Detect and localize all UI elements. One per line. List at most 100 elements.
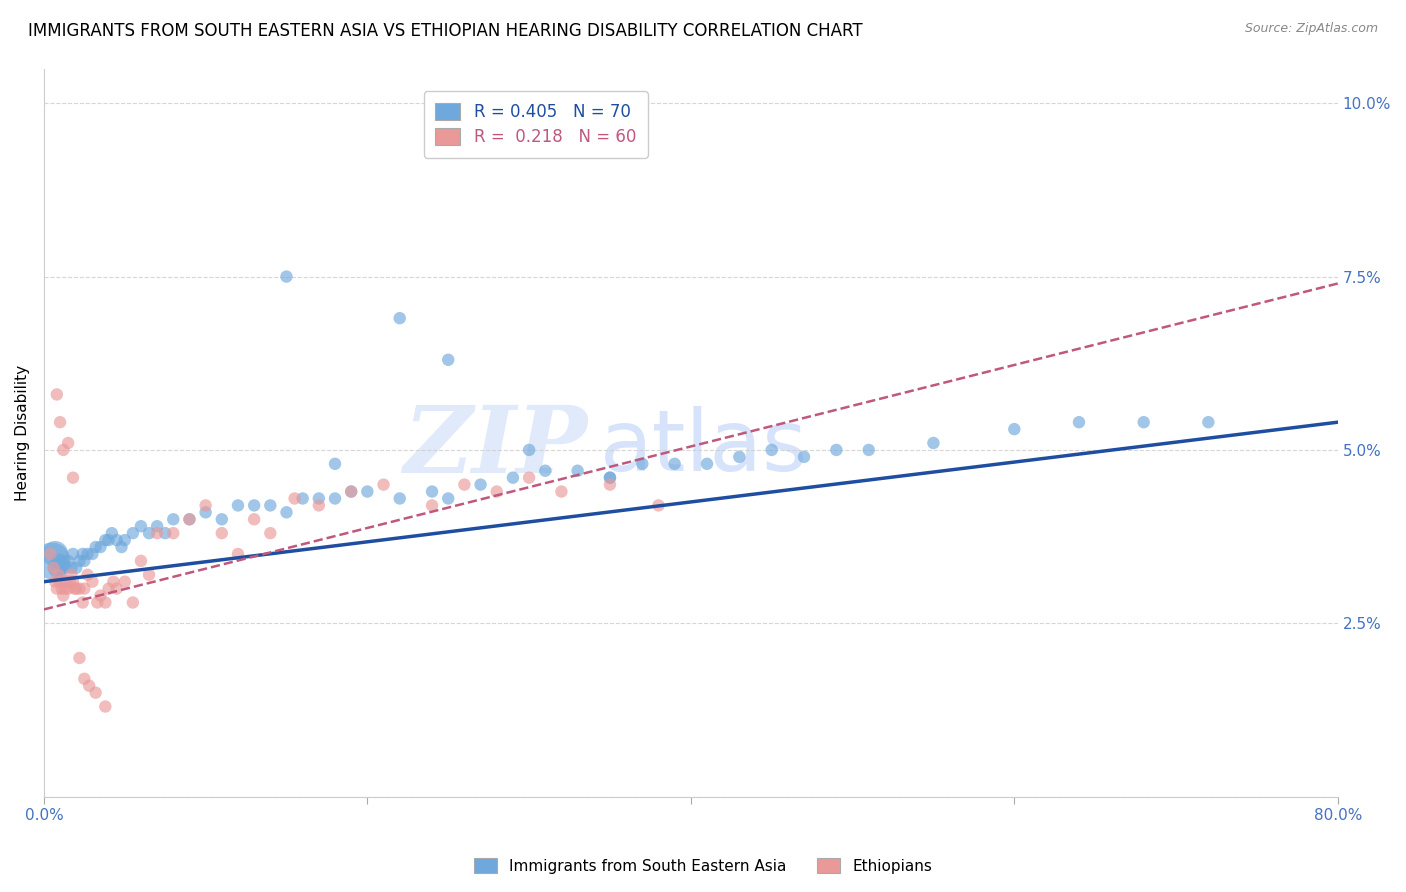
Point bbox=[276, 505, 298, 519]
Point bbox=[89, 540, 111, 554]
Point bbox=[284, 491, 307, 506]
Point bbox=[793, 450, 815, 464]
Point bbox=[323, 491, 346, 506]
Point bbox=[69, 554, 91, 568]
Point bbox=[194, 499, 217, 513]
Text: atlas: atlas bbox=[600, 406, 808, 489]
Point bbox=[52, 554, 75, 568]
Text: ZIP: ZIP bbox=[404, 402, 588, 492]
Point bbox=[1067, 415, 1090, 429]
Point bbox=[153, 526, 176, 541]
Point bbox=[97, 533, 120, 547]
Text: Source: ZipAtlas.com: Source: ZipAtlas.com bbox=[1244, 22, 1378, 36]
Point bbox=[101, 526, 124, 541]
Point bbox=[82, 574, 104, 589]
Point bbox=[45, 387, 67, 401]
Point bbox=[858, 442, 880, 457]
Point bbox=[453, 477, 475, 491]
Point bbox=[323, 457, 346, 471]
Point bbox=[420, 499, 443, 513]
Point bbox=[49, 567, 72, 582]
Point bbox=[60, 567, 83, 582]
Point bbox=[728, 450, 751, 464]
Point bbox=[567, 464, 589, 478]
Point bbox=[53, 582, 76, 596]
Point bbox=[388, 491, 411, 506]
Point bbox=[485, 484, 508, 499]
Point bbox=[51, 561, 73, 575]
Point bbox=[86, 595, 108, 609]
Point bbox=[59, 574, 82, 589]
Point bbox=[103, 574, 125, 589]
Point bbox=[470, 477, 492, 491]
Point bbox=[420, 484, 443, 499]
Point bbox=[138, 567, 160, 582]
Point bbox=[179, 512, 201, 526]
Point bbox=[97, 582, 120, 596]
Point bbox=[63, 582, 86, 596]
Point bbox=[146, 526, 169, 541]
Point bbox=[77, 679, 100, 693]
Point bbox=[56, 582, 79, 596]
Point bbox=[599, 471, 621, 485]
Point bbox=[94, 699, 117, 714]
Point bbox=[44, 574, 66, 589]
Point bbox=[41, 554, 63, 568]
Point bbox=[49, 415, 72, 429]
Point bbox=[89, 589, 111, 603]
Point bbox=[39, 547, 62, 561]
Point bbox=[517, 471, 540, 485]
Point bbox=[211, 512, 233, 526]
Point bbox=[631, 457, 654, 471]
Point bbox=[72, 595, 94, 609]
Point bbox=[1197, 415, 1219, 429]
Point bbox=[356, 484, 378, 499]
Point bbox=[56, 554, 79, 568]
Point bbox=[114, 574, 136, 589]
Point bbox=[65, 561, 87, 575]
Point bbox=[550, 484, 572, 499]
Point bbox=[226, 499, 249, 513]
Point bbox=[84, 686, 107, 700]
Point bbox=[243, 499, 266, 513]
Point bbox=[121, 526, 143, 541]
Point bbox=[664, 457, 686, 471]
Point bbox=[114, 533, 136, 547]
Point bbox=[53, 561, 76, 575]
Point bbox=[62, 547, 84, 561]
Point bbox=[761, 442, 783, 457]
Point bbox=[110, 540, 132, 554]
Point bbox=[65, 582, 87, 596]
Point bbox=[437, 491, 460, 506]
Point bbox=[259, 499, 281, 513]
Point bbox=[56, 436, 79, 450]
Point bbox=[129, 554, 152, 568]
Point bbox=[259, 526, 281, 541]
Point bbox=[105, 582, 128, 596]
Point bbox=[76, 567, 98, 582]
Point bbox=[51, 582, 73, 596]
Point bbox=[340, 484, 363, 499]
Point bbox=[49, 574, 72, 589]
Point bbox=[52, 589, 75, 603]
Point bbox=[502, 471, 524, 485]
Point bbox=[94, 533, 117, 547]
Point bbox=[1002, 422, 1025, 436]
Point bbox=[55, 574, 77, 589]
Point bbox=[72, 547, 94, 561]
Legend: R = 0.405   N = 70, R =  0.218   N = 60: R = 0.405 N = 70, R = 0.218 N = 60 bbox=[423, 91, 648, 158]
Point bbox=[534, 464, 557, 478]
Point bbox=[84, 540, 107, 554]
Point bbox=[179, 512, 201, 526]
Point bbox=[1132, 415, 1154, 429]
Point bbox=[69, 582, 91, 596]
Point bbox=[437, 352, 460, 367]
Point bbox=[922, 436, 945, 450]
Point bbox=[194, 505, 217, 519]
Point bbox=[48, 554, 70, 568]
Point bbox=[45, 582, 67, 596]
Point bbox=[308, 499, 330, 513]
Point bbox=[276, 269, 298, 284]
Point bbox=[129, 519, 152, 533]
Point bbox=[340, 484, 363, 499]
